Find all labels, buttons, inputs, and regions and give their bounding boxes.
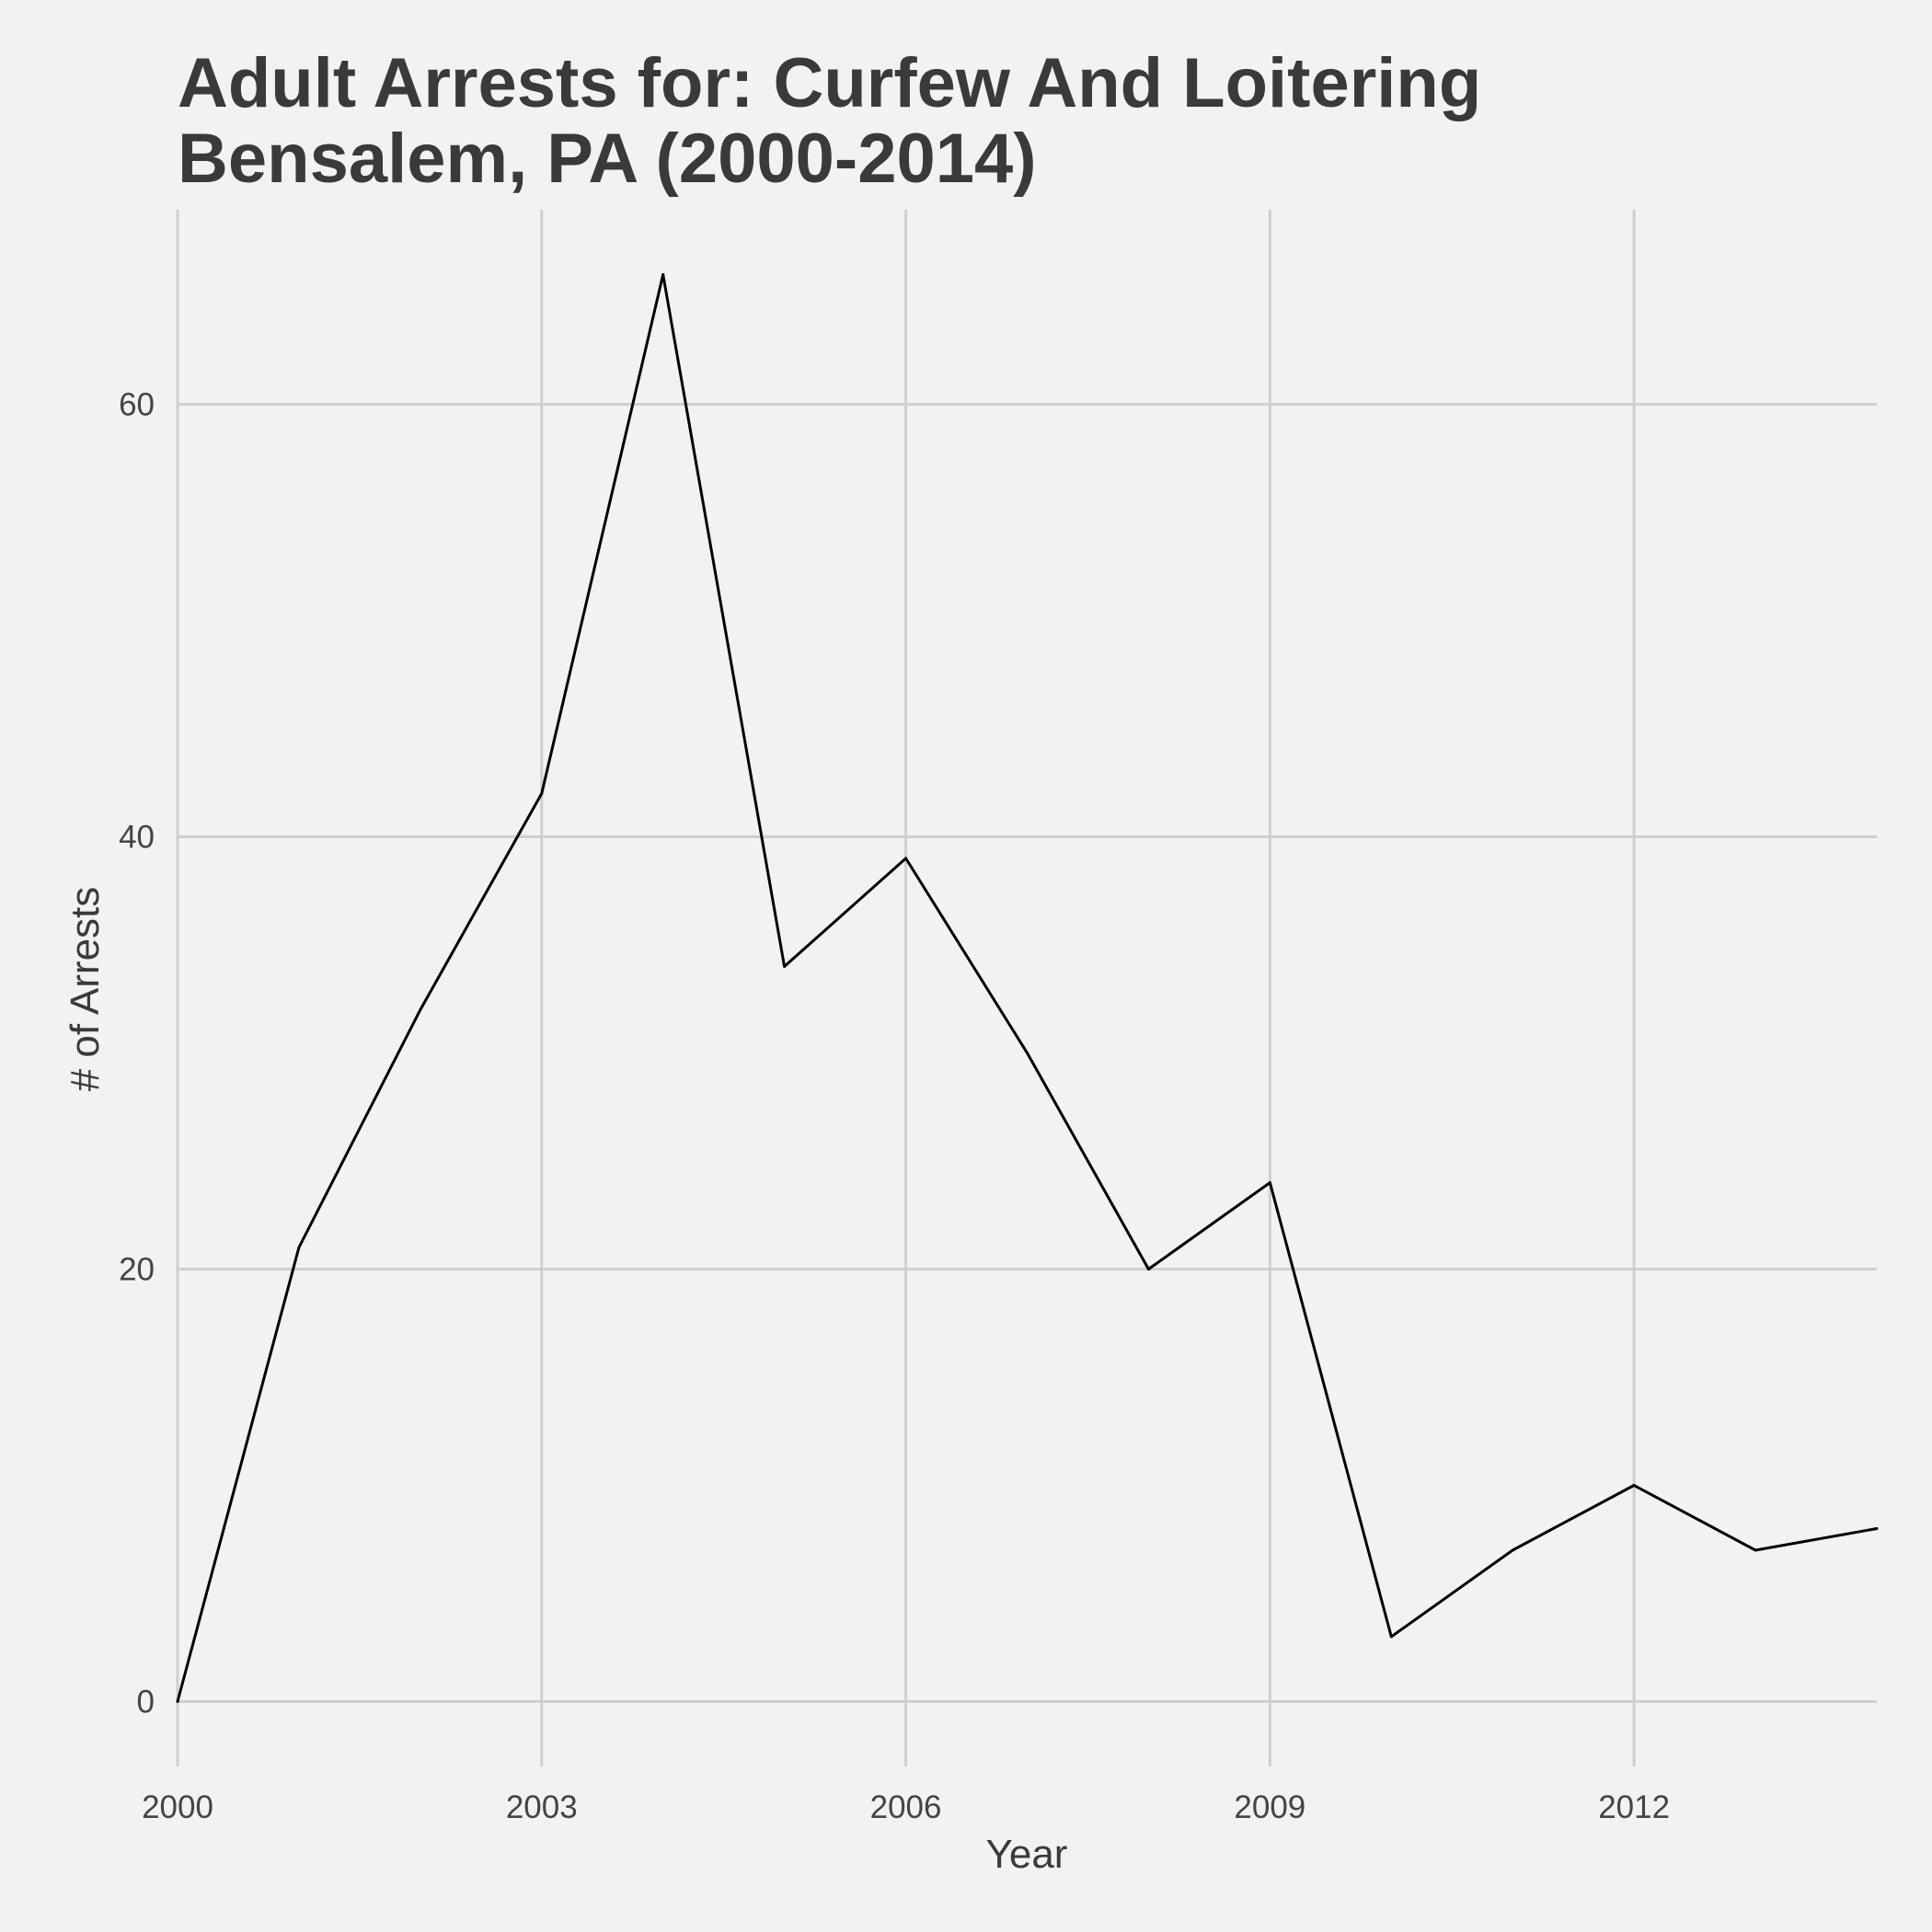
data-point-2006 [904, 857, 908, 860]
y-gridlines [178, 403, 1877, 1703]
x-tick-label-2000: 2000 [142, 1789, 213, 1825]
chart-title-line-2: Bensalem, PA (2000-2014) [178, 120, 1037, 198]
series-layer [176, 273, 1879, 1703]
data-point-2002 [419, 1008, 422, 1011]
series-line-1 [176, 273, 1878, 1702]
data-point-2001 [297, 1246, 301, 1249]
chart-title-line-1: Adult Arrests for: Curfew And Loitering [178, 44, 1481, 122]
data-point-2003 [540, 792, 544, 795]
y-tick-label-60: 60 [119, 387, 155, 423]
data-point-2009 [1268, 1181, 1271, 1184]
x-tick-labels: 2000 2003 2006 2009 2012 [142, 1789, 1670, 1825]
y-tick-label-40: 40 [119, 820, 155, 856]
data-point-2011 [1511, 1548, 1514, 1552]
x-tick-label-2009: 2009 [1234, 1789, 1305, 1825]
x-tick-label-2012: 2012 [1598, 1789, 1670, 1825]
data-point-2007 [1026, 1052, 1029, 1054]
data-point-2014 [1875, 1527, 1879, 1530]
data-point-2008 [1146, 1268, 1150, 1271]
data-point-2013 [1754, 1548, 1757, 1552]
data-point-2012 [1632, 1484, 1636, 1487]
x-gridlines [176, 210, 1636, 1766]
data-point-2005 [783, 965, 787, 968]
y-tick-label-20: 20 [119, 1252, 155, 1288]
data-point-2004 [661, 273, 665, 276]
x-axis-title: Year [986, 1832, 1068, 1877]
y-axis-title: # of Arrests [63, 887, 108, 1092]
x-tick-label-2006: 2006 [870, 1789, 942, 1825]
y-tick-label-0: 0 [137, 1685, 155, 1720]
y-tick-labels: 0 20 40 60 [119, 387, 155, 1720]
data-point-2010 [1389, 1635, 1393, 1639]
x-tick-label-2003: 2003 [506, 1789, 578, 1825]
data-point-2000 [176, 1700, 179, 1703]
